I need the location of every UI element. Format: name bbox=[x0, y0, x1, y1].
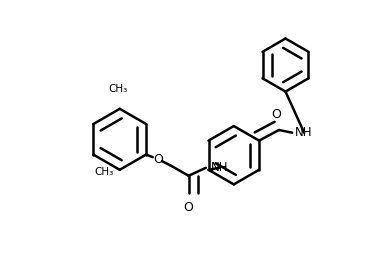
Text: O: O bbox=[153, 153, 163, 166]
Text: CH₃: CH₃ bbox=[109, 84, 128, 94]
Text: O: O bbox=[184, 201, 194, 214]
Text: NH: NH bbox=[295, 126, 312, 139]
Text: NH: NH bbox=[211, 161, 229, 174]
Text: O: O bbox=[271, 108, 281, 121]
Text: CH₃: CH₃ bbox=[94, 168, 113, 177]
